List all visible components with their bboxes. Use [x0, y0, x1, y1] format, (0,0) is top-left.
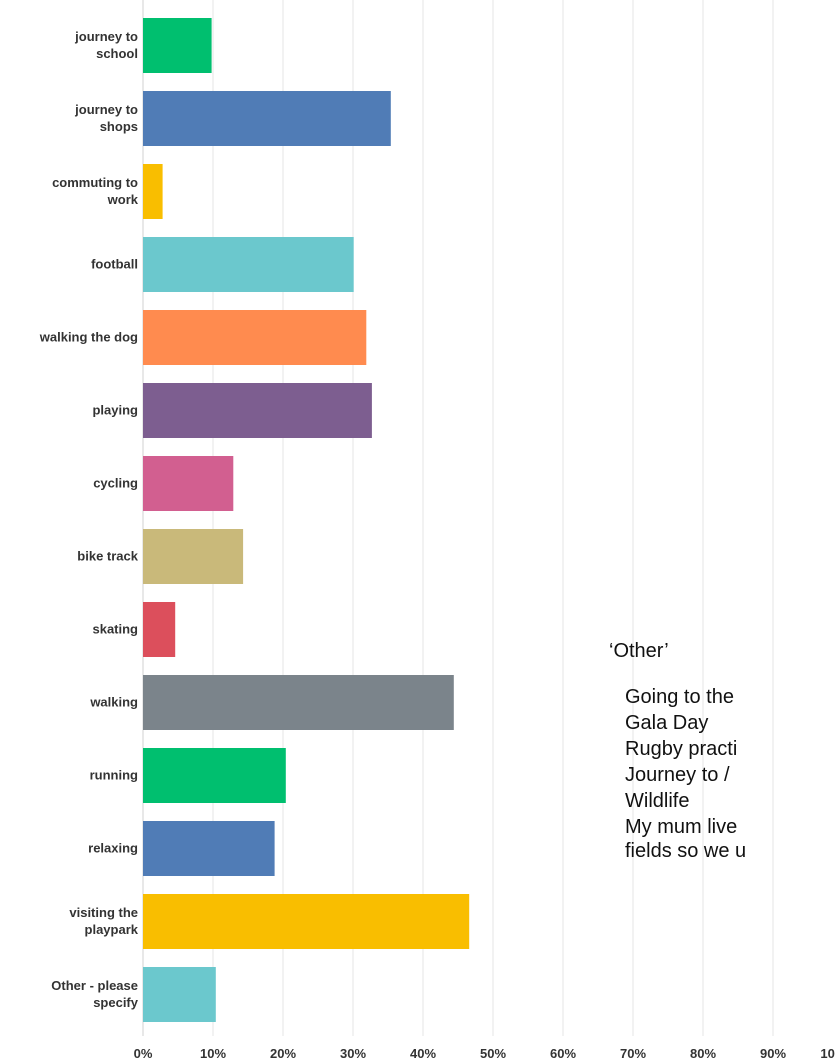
other-response-text: Gala Day: [625, 712, 709, 734]
x-tick-label: 30%: [340, 1046, 366, 1061]
bar: [143, 602, 176, 657]
bar: [143, 164, 163, 219]
category-label: playing: [92, 403, 138, 418]
bar: [143, 748, 286, 803]
list-dash: -: [609, 737, 610, 761]
bar: [143, 18, 212, 73]
category-label: Other - please specify: [51, 978, 138, 1010]
bar: [143, 967, 216, 1022]
category-label: running: [90, 768, 138, 783]
category-label: relaxing: [88, 841, 138, 856]
x-tick-label: 90%: [760, 1046, 786, 1061]
category-label: walking the dog: [39, 330, 138, 345]
category-label: journey to shops: [74, 102, 138, 134]
bar: [143, 675, 454, 730]
other-response-text: Rugby practi: [625, 738, 738, 760]
x-tick-label: 70%: [620, 1046, 646, 1061]
bar: [143, 894, 470, 949]
list-dash: -: [609, 815, 610, 839]
category-label: football: [91, 257, 138, 272]
x-tick-label: 100%: [820, 1046, 835, 1061]
x-tick-label: 50%: [480, 1046, 506, 1061]
category-label: bike track: [77, 549, 138, 564]
bar: [143, 821, 275, 876]
x-tick-label: 20%: [270, 1046, 296, 1061]
x-tick-label: 10%: [200, 1046, 226, 1061]
category-label: visiting the playpark: [69, 905, 138, 937]
category-label: commuting to work: [52, 175, 139, 207]
other-response-text: Wildlife: [625, 790, 690, 812]
other-response-text: Going to the: [625, 686, 734, 708]
list-dash: -: [609, 789, 610, 813]
bar: [143, 456, 234, 511]
category-label: skating: [92, 622, 138, 637]
other-response-item: -Going to the: [609, 685, 746, 711]
category-label: walking: [89, 695, 138, 710]
bar: [143, 529, 244, 584]
other-response-text: My mum live: [625, 816, 738, 838]
bar: [143, 310, 367, 365]
other-response-item: -Journey to /: [609, 763, 746, 789]
category-label: cycling: [93, 476, 138, 491]
category-labels: journey to school journey to shops commuting…: [39, 29, 139, 1010]
x-tick-label: 40%: [410, 1046, 436, 1061]
x-tick-label: 80%: [690, 1046, 716, 1061]
list-dash: -: [609, 711, 610, 735]
list-dash: -: [609, 685, 610, 709]
bars: [143, 18, 470, 1022]
other-response-text: fields so we u: [625, 840, 747, 862]
list-dash: -: [609, 763, 610, 787]
category-label: journey to school: [74, 29, 138, 61]
other-response-item: -Gala Day: [609, 711, 746, 737]
other-responses-list: -Going to the-Gala Day-Rugby practi-Jour…: [609, 685, 746, 867]
x-axis-ticks: 0% 10% 20% 30% 40% 50% 60% 70% 80% 90% 100%: [134, 1046, 835, 1061]
other-response-item: -Wildlife: [609, 789, 746, 815]
bar: [143, 91, 391, 146]
other-note-title: ‘Other’: [609, 640, 669, 662]
x-tick-label: 60%: [550, 1046, 576, 1061]
other-responses-note: ‘Other’ -Going to the-Gala Day-Rugby pra…: [609, 640, 835, 1040]
bar: [143, 237, 354, 292]
bar: [143, 383, 372, 438]
other-response-item: -Rugby practi: [609, 737, 746, 763]
other-response-text: Journey to /: [625, 764, 730, 786]
x-tick-label: 0%: [134, 1046, 153, 1061]
